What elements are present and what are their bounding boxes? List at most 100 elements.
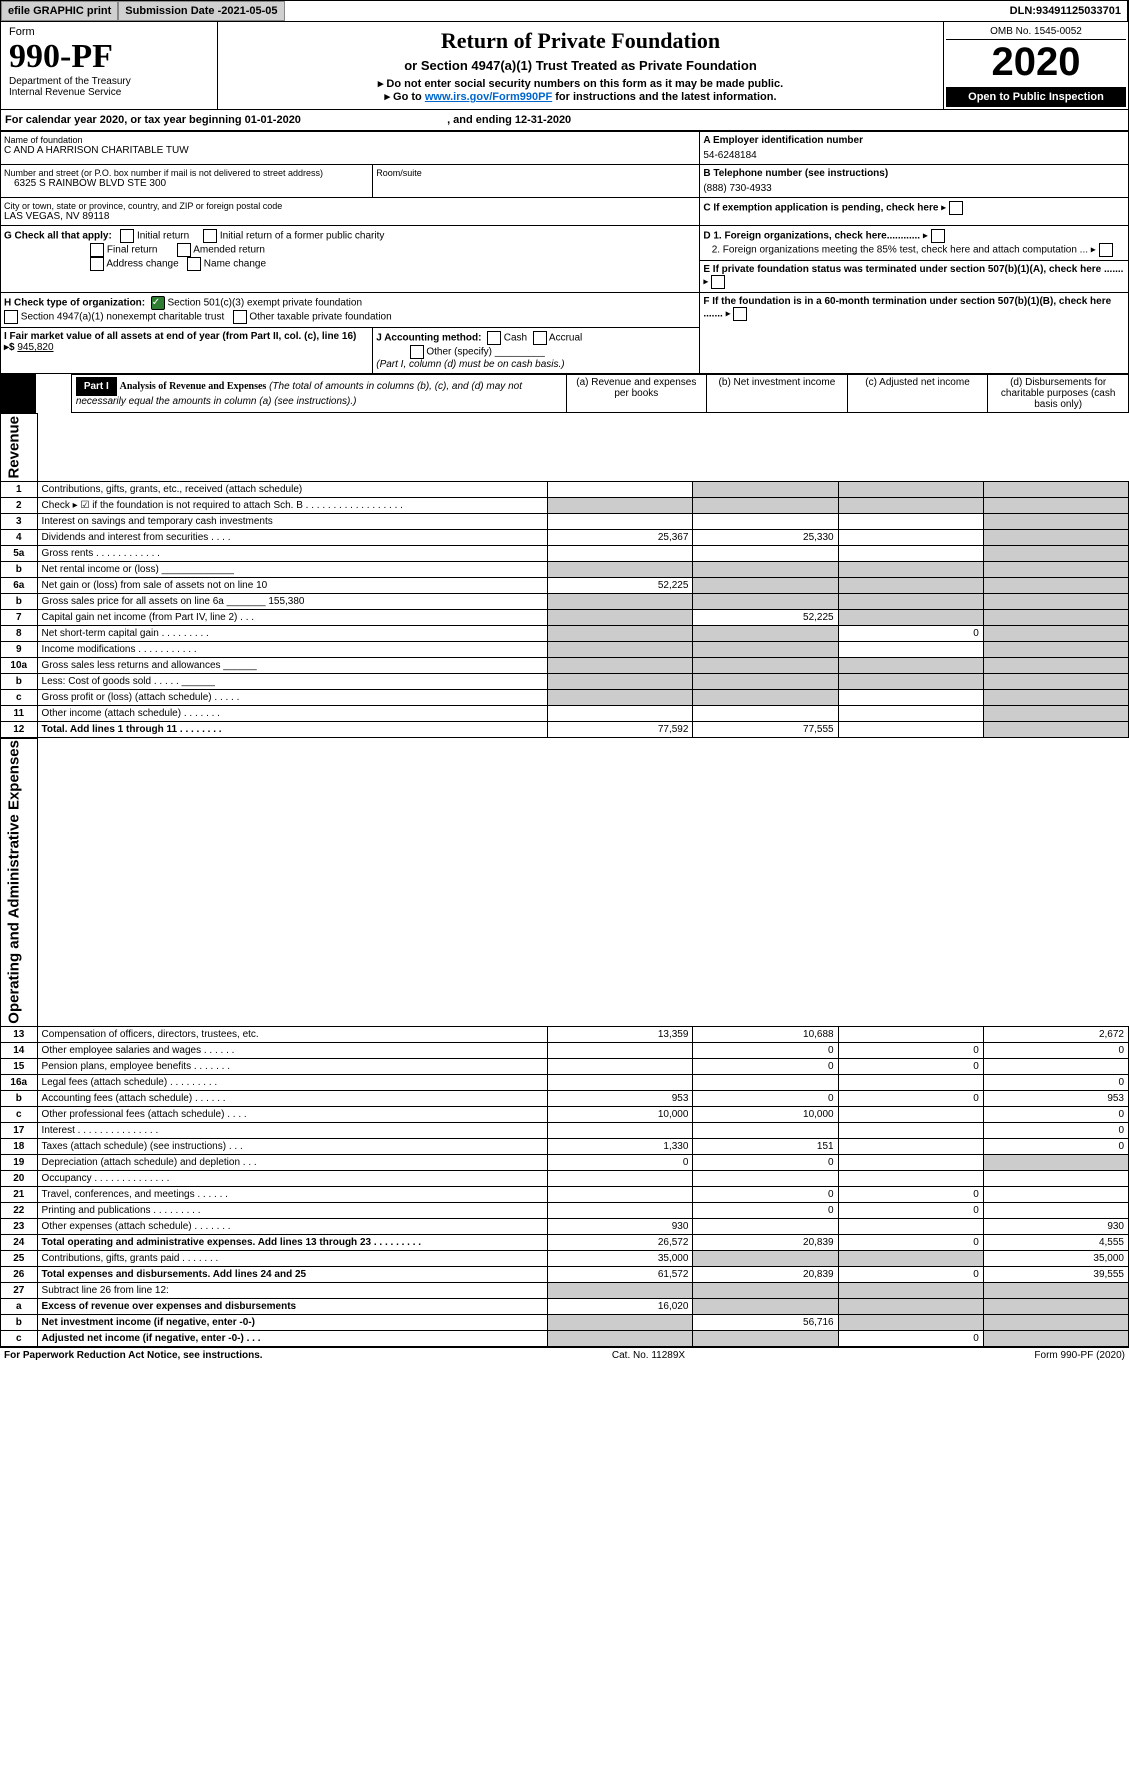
addr-lbl: Number and street (or P.O. box number if… <box>4 168 369 178</box>
tel-lbl: B Telephone number (see instructions) <box>703 168 1125 179</box>
addr-val: 6325 S RAINBOW BLVD STE 300 <box>4 178 369 189</box>
city-val: LAS VEGAS, NV 89118 <box>4 211 696 222</box>
table-row: 21Travel, conferences, and meetings . . … <box>1 1187 1129 1203</box>
foot-c: Cat. No. 11289X <box>612 1350 685 1361</box>
efile-btn[interactable]: efile GRAPHIC print <box>1 1 118 21</box>
e-cb[interactable] <box>711 275 725 289</box>
part1-header: Part I Analysis of Revenue and Expenses … <box>0 374 1129 413</box>
f-text: F If the foundation is in a 60-month ter… <box>703 296 1111 320</box>
col-a: (a) Revenue and expenses per books <box>566 375 707 413</box>
h-cb-2[interactable] <box>4 310 18 324</box>
table-row: 7Capital gain net income (from Part IV, … <box>1 609 1129 625</box>
f-cb[interactable] <box>733 307 747 321</box>
d1-text: D 1. Foreign organizations, check here..… <box>703 231 920 242</box>
table-row: bAccounting fees (attach schedule) . . .… <box>1 1091 1129 1107</box>
irs: Internal Revenue Service <box>9 87 209 98</box>
table-row: 17Interest . . . . . . . . . . . . . . .… <box>1 1123 1129 1139</box>
omb: OMB No. 1545-0052 <box>946 24 1126 40</box>
table-row: bNet rental income or (loss) ___________… <box>1 561 1129 577</box>
open-inspect: Open to Public Inspection <box>946 87 1126 107</box>
g-cb-1[interactable] <box>120 229 134 243</box>
table-row: 12Total. Add lines 1 through 11 . . . . … <box>1 721 1129 737</box>
foot-l: For Paperwork Reduction Act Notice, see … <box>4 1350 263 1361</box>
form-no: 990-PF <box>9 38 209 76</box>
table-row: 24Total operating and administrative exp… <box>1 1235 1129 1251</box>
table-row: 18Taxes (attach schedule) (see instructi… <box>1 1139 1129 1155</box>
c-checkbox[interactable] <box>949 201 963 215</box>
calendar-year: For calendar year 2020, or tax year begi… <box>0 110 1129 131</box>
col-c: (c) Adjusted net income <box>847 375 988 413</box>
form-lbl: Form <box>9 26 209 38</box>
j-cb-1[interactable] <box>487 331 501 345</box>
city-lbl: City or town, state or province, country… <box>4 201 696 211</box>
table-row: bGross sales price for all assets on lin… <box>1 593 1129 609</box>
table-row: 22Printing and publications . . . . . . … <box>1 1203 1129 1219</box>
table-row: 19Depreciation (attach schedule) and dep… <box>1 1155 1129 1171</box>
expense-table: Operating and Administrative Expenses 13… <box>0 738 1129 1348</box>
name-val: C AND A HARRISON CHARITABLE TUW <box>4 145 696 156</box>
ein-lbl: A Employer identification number <box>703 135 1125 146</box>
i-val: 945,820 <box>17 342 53 353</box>
part-title: Analysis of Revenue and Expenses <box>120 381 267 392</box>
table-row: 16aLegal fees (attach schedule) . . . . … <box>1 1075 1129 1091</box>
table-row: 23Other expenses (attach schedule) . . .… <box>1 1219 1129 1235</box>
h-cb-1[interactable]: ✓ <box>151 296 165 310</box>
table-row: 26Total expenses and disbursements. Add … <box>1 1267 1129 1283</box>
table-row: 13Compensation of officers, directors, t… <box>1 1027 1129 1043</box>
table-row: 10aGross sales less returns and allowanc… <box>1 657 1129 673</box>
h-cb-3[interactable] <box>233 310 247 324</box>
inst1: ▸ Do not enter social security numbers o… <box>224 77 937 90</box>
j-cb-3[interactable] <box>410 345 424 359</box>
d1-cb[interactable] <box>931 229 945 243</box>
inst2: ▸ Go to www.irs.gov/Form990PF for instru… <box>224 90 937 103</box>
table-row: cGross profit or (loss) (attach schedule… <box>1 689 1129 705</box>
tel-val: (888) 730-4933 <box>703 179 1125 194</box>
topbar: efile GRAPHIC print Submission Date - 20… <box>0 0 1129 22</box>
g-cb-5[interactable] <box>177 243 191 257</box>
c-text: C If exemption application is pending, c… <box>703 203 938 214</box>
table-row: 25Contributions, gifts, grants paid . . … <box>1 1251 1129 1267</box>
g-cb-3[interactable] <box>90 257 104 271</box>
e-text: E If private foundation status was termi… <box>703 264 1123 275</box>
i-text: I Fair market value of all assets at end… <box>4 331 356 353</box>
dln: DLN: 93491125033701 <box>1004 1 1128 21</box>
expense-label: Operating and Administrative Expenses <box>1 738 38 1027</box>
table-row: 11Other income (attach schedule) . . . .… <box>1 705 1129 721</box>
table-row: 3Interest on savings and temporary cash … <box>1 513 1129 529</box>
g-lbl: G Check all that apply: <box>4 231 112 242</box>
j-lbl: J Accounting method: <box>376 333 481 344</box>
col-b: (b) Net investment income <box>707 375 848 413</box>
table-row: cAdjusted net income (if negative, enter… <box>1 1331 1129 1347</box>
name-lbl: Name of foundation <box>4 135 696 145</box>
footer: For Paperwork Reduction Act Notice, see … <box>0 1347 1129 1363</box>
j-sub: (Part I, column (d) must be on cash basi… <box>376 359 564 370</box>
table-row: 14Other employee salaries and wages . . … <box>1 1043 1129 1059</box>
table-row: 8Net short-term capital gain . . . . . .… <box>1 625 1129 641</box>
table-row: 20Occupancy . . . . . . . . . . . . . . <box>1 1171 1129 1187</box>
title: Return of Private Foundation <box>224 28 937 54</box>
foot-r: Form 990-PF (2020) <box>1034 1350 1125 1361</box>
table-row: cOther professional fees (attach schedul… <box>1 1107 1129 1123</box>
table-row: 9Income modifications . . . . . . . . . … <box>1 641 1129 657</box>
table-row: 6aNet gain or (loss) from sale of assets… <box>1 577 1129 593</box>
revenue-label: Revenue <box>1 414 38 482</box>
d2-cb[interactable] <box>1099 243 1113 257</box>
link-990pf[interactable]: www.irs.gov/Form990PF <box>425 91 552 103</box>
j-cb-2[interactable] <box>533 331 547 345</box>
subdate-btn[interactable]: Submission Date - 2021-05-05 <box>118 1 284 21</box>
g-cb-2[interactable] <box>90 243 104 257</box>
room-lbl: Room/suite <box>376 168 696 178</box>
g-cb-4[interactable] <box>203 229 217 243</box>
revenue-table: Revenue 1Contributions, gifts, grants, e… <box>0 413 1129 738</box>
table-row: 1Contributions, gifts, grants, etc., rec… <box>1 481 1129 497</box>
table-row: 27Subtract line 26 from line 12: <box>1 1283 1129 1299</box>
table-row: bNet investment income (if negative, ent… <box>1 1315 1129 1331</box>
table-row: 5aGross rents . . . . . . . . . . . . <box>1 545 1129 561</box>
table-row: 2Check ▸ ☑ if the foundation is not requ… <box>1 497 1129 513</box>
meta-table: Name of foundationC AND A HARRISON CHARI… <box>0 131 1129 374</box>
table-row: 15Pension plans, employee benefits . . .… <box>1 1059 1129 1075</box>
col-d: (d) Disbursements for charitable purpose… <box>988 375 1129 413</box>
table-row: 4Dividends and interest from securities … <box>1 529 1129 545</box>
g-cb-6[interactable] <box>187 257 201 271</box>
dept: Department of the Treasury <box>9 76 209 87</box>
